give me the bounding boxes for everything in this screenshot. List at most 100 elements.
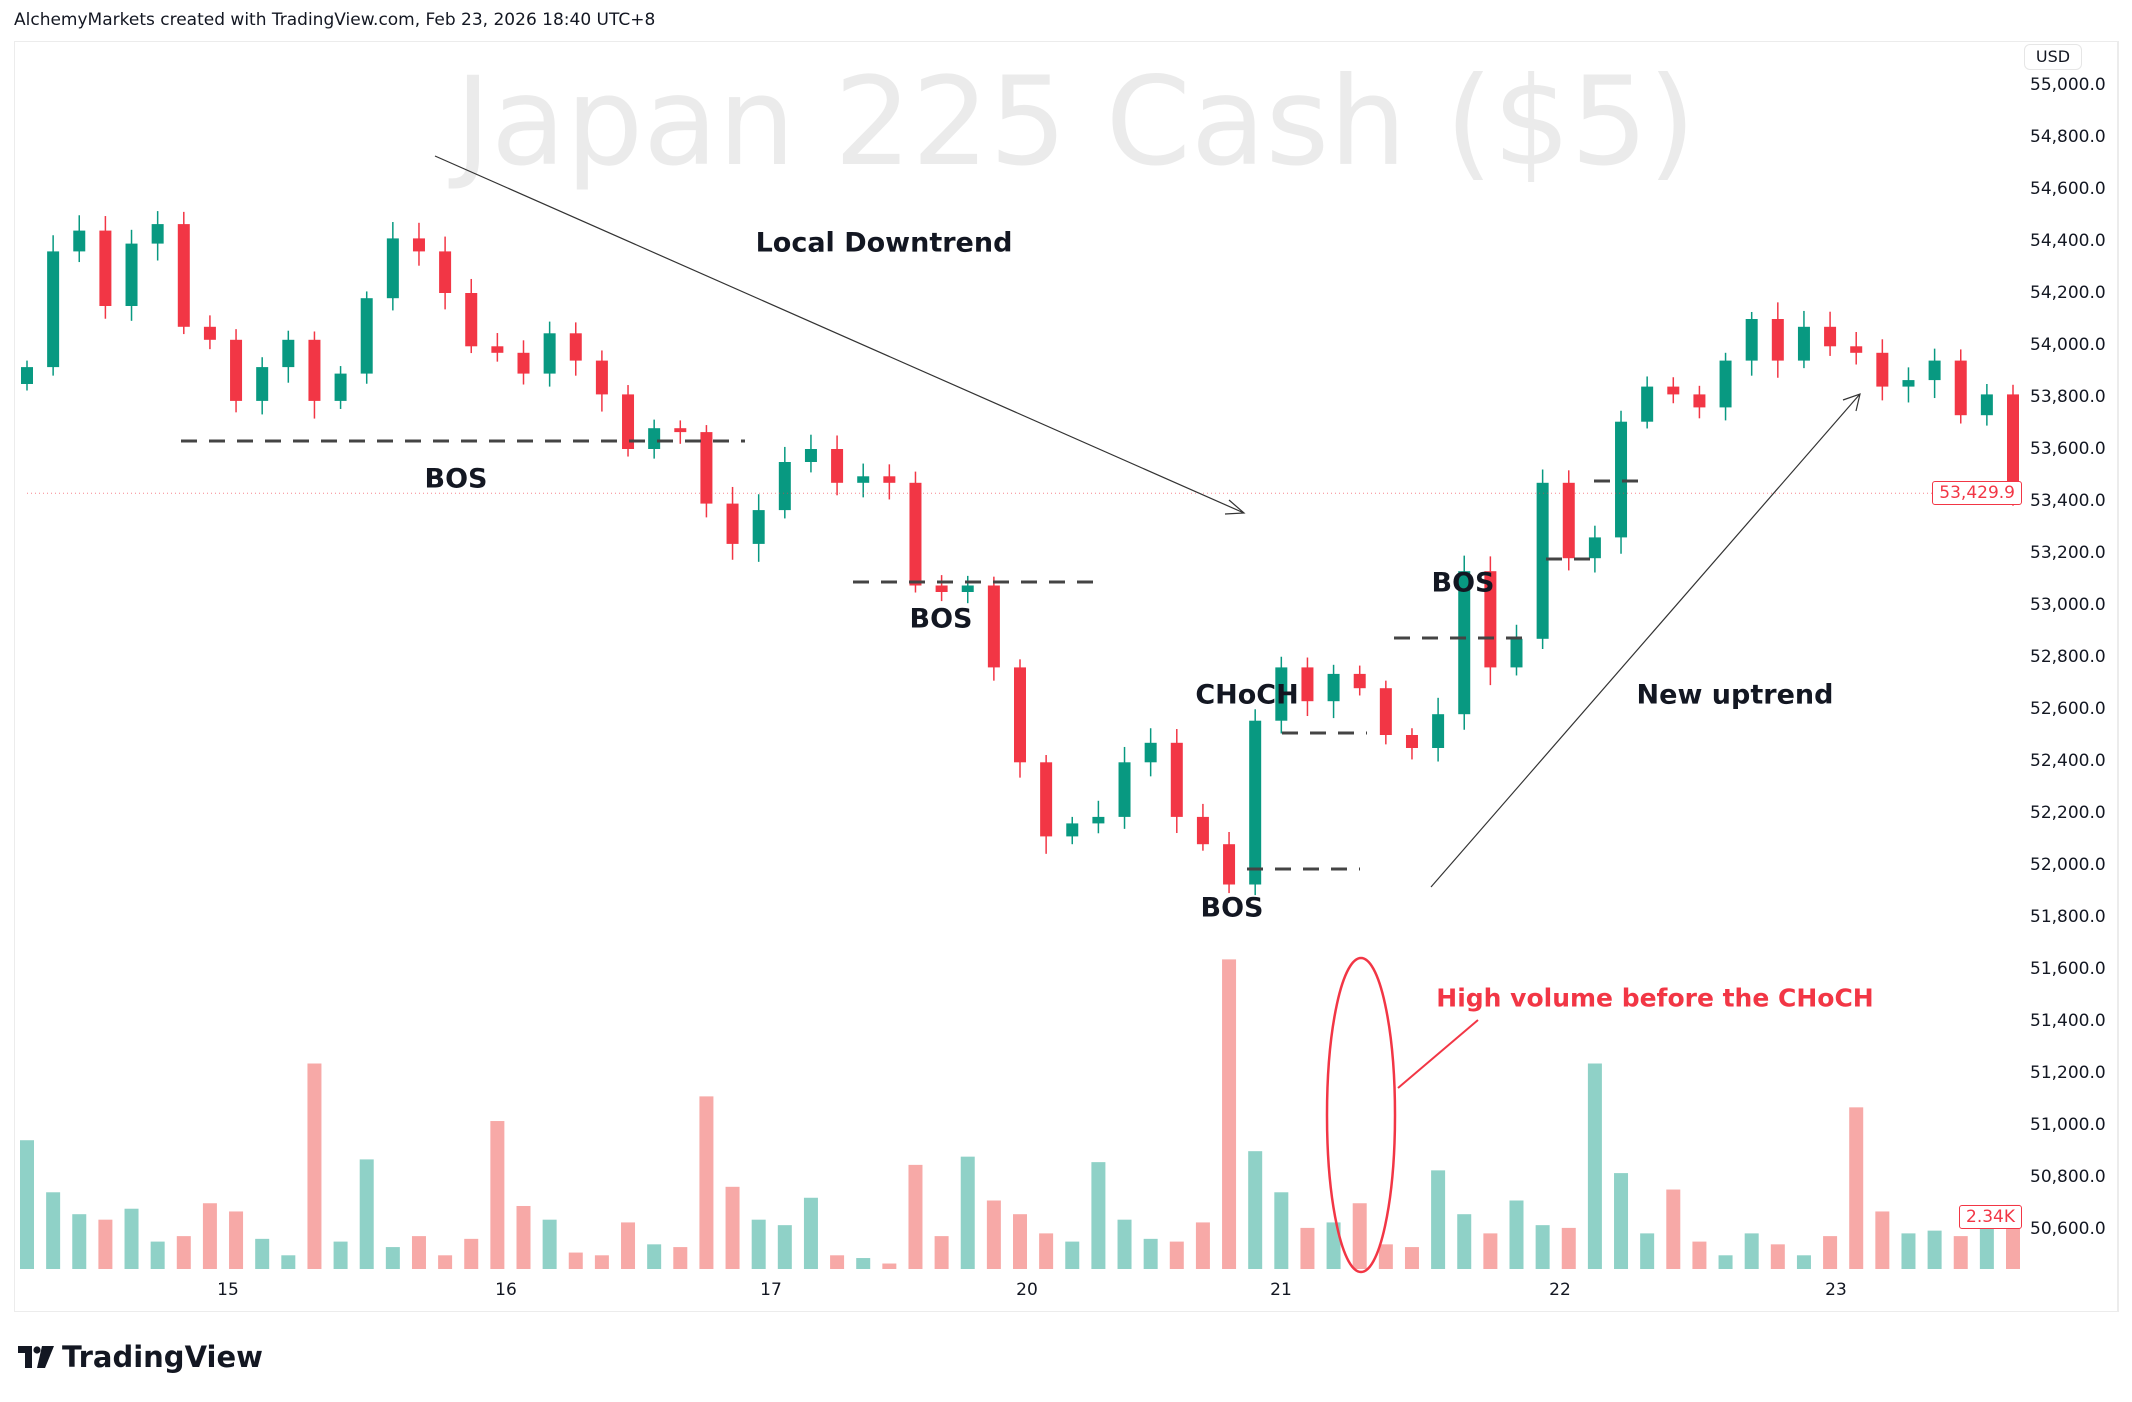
candle[interactable] bbox=[961, 575, 974, 604]
candle[interactable] bbox=[47, 235, 60, 376]
candle[interactable] bbox=[752, 494, 765, 562]
candle[interactable] bbox=[334, 366, 347, 409]
choch-label: CHoCH bbox=[1195, 679, 1299, 711]
candle[interactable] bbox=[177, 211, 190, 335]
time-tick: 23 bbox=[1825, 1280, 1847, 1300]
candle[interactable] bbox=[595, 350, 608, 412]
candle-body bbox=[360, 298, 373, 374]
candle[interactable] bbox=[1536, 469, 1549, 649]
candle[interactable] bbox=[21, 360, 33, 391]
candle[interactable] bbox=[1876, 339, 1889, 401]
candle[interactable] bbox=[987, 576, 1000, 681]
candle[interactable] bbox=[203, 315, 216, 350]
candle[interactable] bbox=[230, 329, 243, 413]
candle[interactable] bbox=[360, 291, 373, 384]
candle-body bbox=[1588, 537, 1601, 559]
candle[interactable] bbox=[909, 471, 922, 593]
candle[interactable] bbox=[1196, 803, 1209, 851]
last-volume-label: 2.34K bbox=[1959, 1205, 2022, 1229]
candle[interactable] bbox=[622, 385, 635, 457]
candle-body bbox=[1223, 844, 1236, 885]
candle[interactable] bbox=[1510, 624, 1523, 676]
volume-bar bbox=[1169, 1241, 1184, 1269]
candle[interactable] bbox=[1223, 831, 1236, 894]
candle[interactable] bbox=[543, 321, 556, 387]
candle[interactable] bbox=[1641, 376, 1654, 429]
candle[interactable] bbox=[1118, 746, 1131, 829]
candle[interactable] bbox=[1771, 302, 1784, 378]
candle[interactable] bbox=[386, 222, 399, 311]
candle[interactable] bbox=[1745, 311, 1758, 376]
candle[interactable] bbox=[1824, 311, 1837, 356]
candle[interactable] bbox=[1850, 332, 1863, 365]
candle[interactable] bbox=[674, 420, 687, 444]
candle[interactable] bbox=[1667, 377, 1680, 404]
candle[interactable] bbox=[1040, 755, 1053, 854]
candle[interactable] bbox=[1719, 352, 1732, 421]
candle[interactable] bbox=[1301, 657, 1314, 717]
candle[interactable] bbox=[857, 463, 870, 498]
candle[interactable] bbox=[1797, 310, 1810, 369]
candle[interactable] bbox=[1954, 349, 1967, 424]
candle[interactable] bbox=[491, 333, 504, 362]
candle[interactable] bbox=[1928, 348, 1941, 399]
candle[interactable] bbox=[1562, 470, 1575, 571]
candle[interactable] bbox=[1484, 556, 1497, 686]
candle[interactable] bbox=[517, 340, 530, 385]
candle[interactable] bbox=[1327, 664, 1340, 719]
candle[interactable] bbox=[1092, 800, 1105, 834]
price-tick: 52,000.0 bbox=[2030, 855, 2106, 875]
candle[interactable] bbox=[700, 425, 713, 518]
candle[interactable] bbox=[308, 331, 321, 419]
candle[interactable] bbox=[778, 446, 791, 519]
candle-body bbox=[517, 352, 530, 374]
volume-bar bbox=[307, 1063, 322, 1269]
candle-body bbox=[1353, 673, 1366, 689]
candle[interactable] bbox=[1249, 709, 1262, 896]
candle[interactable] bbox=[1014, 659, 1026, 778]
volume-bar bbox=[72, 1214, 87, 1269]
price-tick: 54,000.0 bbox=[2030, 335, 2106, 355]
candle[interactable] bbox=[1980, 384, 1993, 426]
candle[interactable] bbox=[1275, 656, 1288, 734]
candle[interactable] bbox=[726, 486, 739, 560]
candle[interactable] bbox=[412, 222, 425, 266]
candle[interactable] bbox=[1405, 728, 1418, 760]
candle[interactable] bbox=[1693, 385, 1706, 419]
candle[interactable] bbox=[1458, 555, 1471, 730]
candle[interactable] bbox=[151, 211, 164, 261]
candle[interactable] bbox=[465, 278, 478, 354]
candle[interactable] bbox=[99, 216, 112, 319]
candle[interactable] bbox=[883, 464, 896, 500]
candle[interactable] bbox=[804, 434, 817, 473]
candle-body bbox=[752, 510, 765, 544]
candle[interactable] bbox=[1353, 665, 1366, 696]
candle[interactable] bbox=[125, 229, 138, 321]
candle-body bbox=[1066, 823, 1079, 837]
candle-body bbox=[569, 333, 582, 361]
volume-bar bbox=[856, 1258, 871, 1269]
tradingview-logo[interactable]: TradingView bbox=[18, 1340, 263, 1374]
volume-bar bbox=[1431, 1170, 1446, 1269]
candle-body bbox=[648, 428, 661, 449]
candle[interactable] bbox=[1432, 697, 1445, 762]
volume-bar bbox=[1640, 1233, 1655, 1269]
candle[interactable] bbox=[1902, 367, 1915, 403]
candle[interactable] bbox=[73, 215, 86, 263]
candle[interactable] bbox=[439, 236, 452, 310]
currency-button[interactable]: USD bbox=[2024, 44, 2082, 70]
candle[interactable] bbox=[648, 419, 661, 459]
volume-bar bbox=[411, 1236, 426, 1269]
candle[interactable] bbox=[1144, 728, 1157, 777]
candle[interactable] bbox=[569, 322, 582, 376]
candle[interactable] bbox=[935, 575, 948, 602]
candle[interactable] bbox=[1615, 410, 1628, 554]
candle[interactable] bbox=[282, 330, 295, 383]
candle[interactable] bbox=[1379, 680, 1392, 745]
candle[interactable] bbox=[831, 435, 844, 496]
candle[interactable] bbox=[1588, 525, 1601, 573]
candle[interactable] bbox=[256, 357, 269, 415]
candle[interactable] bbox=[1170, 729, 1183, 834]
candle[interactable] bbox=[1066, 816, 1079, 845]
